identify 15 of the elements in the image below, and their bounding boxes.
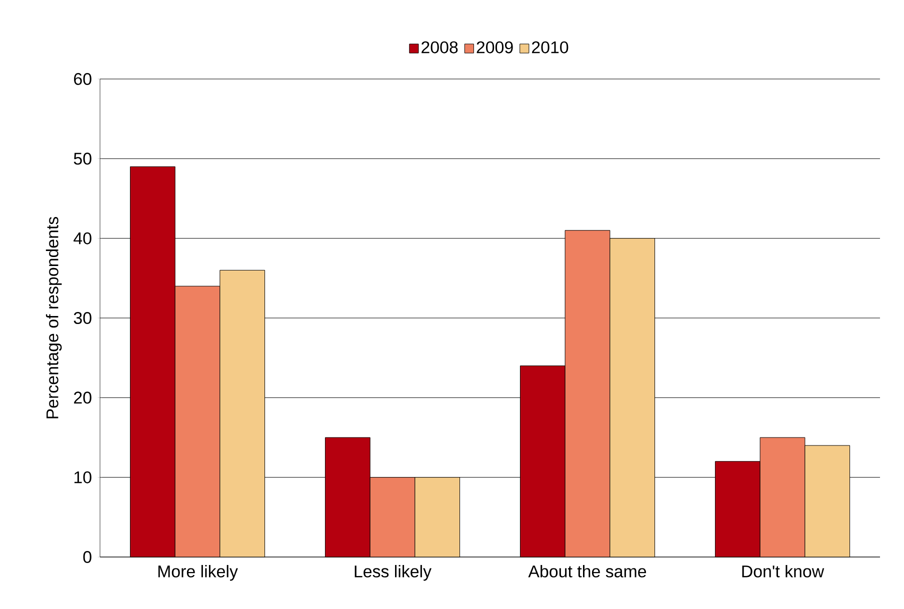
y-axis-title: Percentage of respondents bbox=[46, 216, 62, 418]
legend-label: 2010 bbox=[532, 41, 568, 54]
x-tick-label: Less likely bbox=[354, 564, 432, 581]
y-tick-label: 30 bbox=[74, 312, 92, 324]
y-tick-label: 60 bbox=[74, 72, 92, 85]
y-tick-label: 40 bbox=[74, 232, 92, 244]
y-tick-label: 20 bbox=[74, 392, 92, 404]
x-tick-label: More likely bbox=[158, 564, 238, 581]
legend-label: 2009 bbox=[476, 41, 513, 54]
y-tick-label: 50 bbox=[74, 152, 92, 165]
x-tick-label: Don't know bbox=[742, 564, 824, 578]
legend-label: 2008 bbox=[422, 41, 458, 54]
y-tick-label: 10 bbox=[74, 471, 92, 484]
x-tick-label: About the same bbox=[528, 564, 646, 578]
y-tick-label: 0 bbox=[83, 551, 92, 563]
